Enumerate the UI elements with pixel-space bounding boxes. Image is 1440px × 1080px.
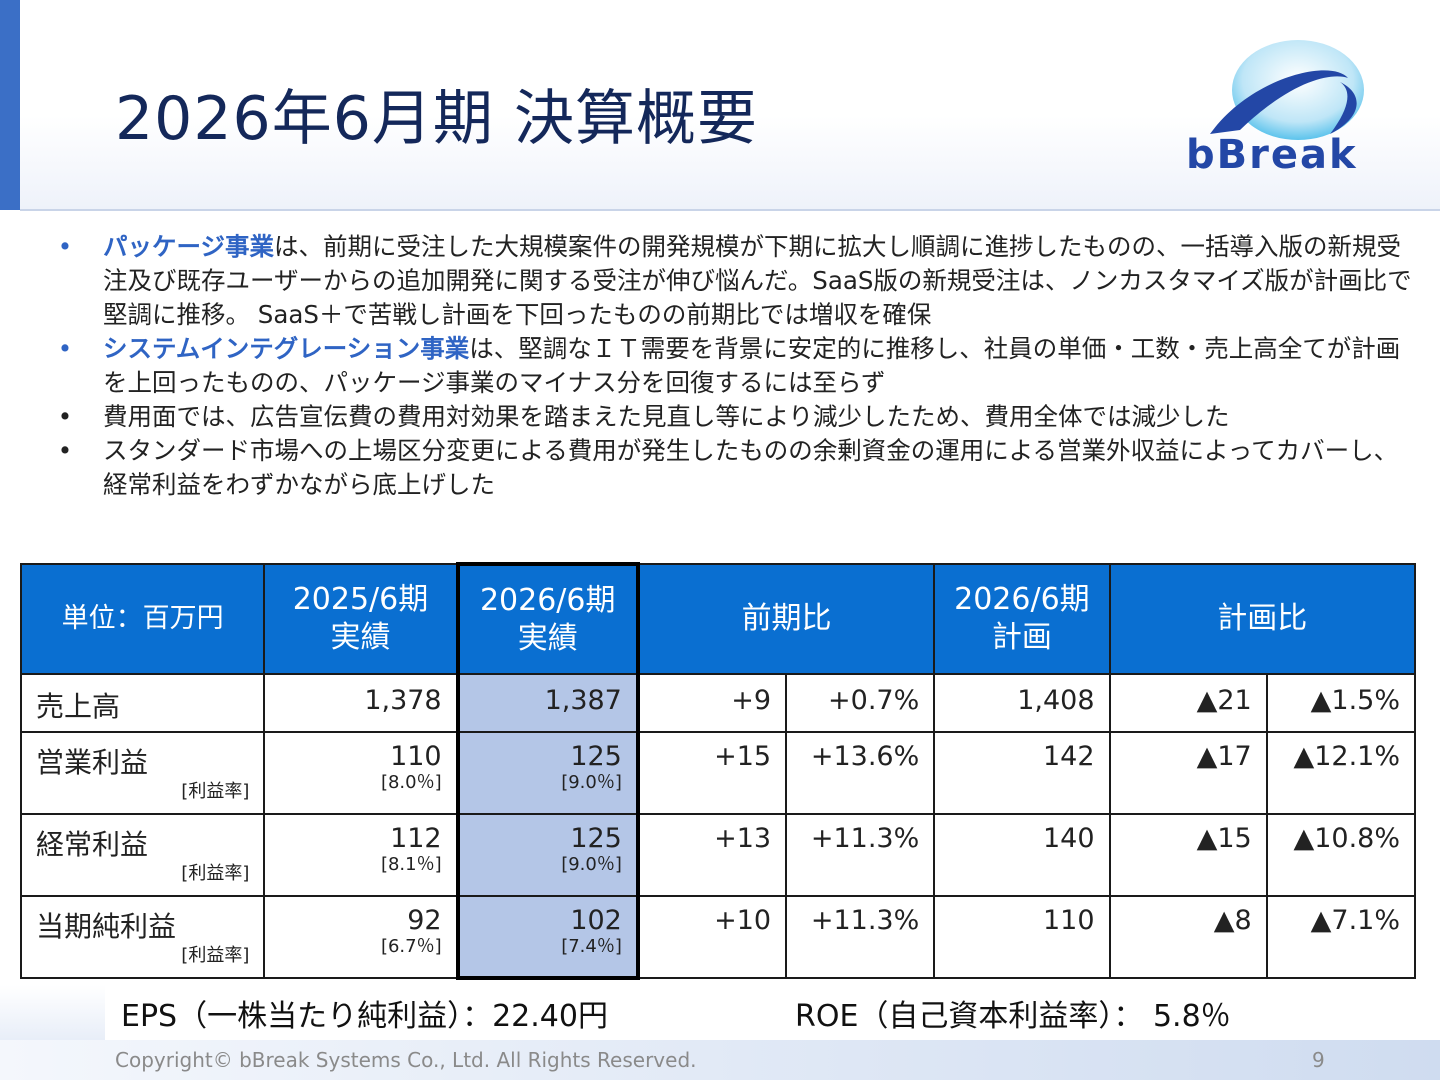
plan-value: 110 (933, 895, 1111, 979)
bullet-si: • システムインテグレーション事業は、堅調なＩＴ需要を背景に安定的に推移し、社員の… (55, 332, 1415, 400)
table-header-row: 単位：百万円 2025/6期 実績 2026/6期 実績 前期比 2026/6期 計画… (19, 562, 1417, 675)
current-value: 125 [9.0％] (455, 813, 640, 897)
bullet-text: スタンダード市場への上場区分変更による費用が発生したものの余剰資金の運用による営… (103, 436, 1399, 499)
summary-bullets: • パッケージ事業は、前期に受注した大規模案件の開発規模が下期に拡大し順調に進捗し… (55, 230, 1415, 502)
eps-metric: EPS（一株当たり純利益）：22.40円 (121, 999, 608, 1034)
current-value: 102 [7.4％] (455, 895, 640, 980)
key-metrics: EPS（一株当たり純利益）：22.40円 ROE（自己資本利益率）： 5.8％ (105, 985, 1440, 1040)
plan-value: 1,408 (933, 673, 1111, 733)
table-row: 営業利益 [利益率] 110 [8.0％] 125 [9.0％] +15 +13.6%… (19, 731, 1417, 815)
yoy-abs: +13 (636, 813, 788, 897)
plan-abs: ▲15 (1108, 813, 1268, 897)
margin-label: [利益率] (181, 945, 250, 966)
yoy-abs: +9 (636, 673, 788, 733)
plan-pct: ▲12.1% (1265, 731, 1417, 815)
prev-value: 92 [6.7％] (263, 895, 459, 979)
yoy-pct: +0.7% (785, 673, 936, 733)
bullet-text: は、堅調なＩＴ需要を背景に安定的に推移し、社員の単価・工数・売上高全てが計画を上… (103, 334, 1401, 397)
prev-value: 110 [8.0％] (263, 731, 459, 815)
bullet-dot-icon: • (57, 436, 73, 465)
plan-pct: ▲10.8% (1265, 813, 1417, 897)
footer: Copyright© bBreak Systems Co., Ltd. All … (0, 1040, 1440, 1080)
plan-pct: ▲1.5% (1265, 673, 1417, 733)
header-prev-actual: 2025/6期 実績 (263, 563, 459, 675)
page-number: 9 (1312, 1048, 1325, 1072)
yoy-abs: +15 (636, 731, 788, 815)
header-unit: 単位：百万円 (19, 563, 266, 675)
row-label: 当期純利益 [利益率] (19, 895, 266, 979)
table-row: 売上高 1,378 1,387 +9 +0.7% 1,408 ▲21 ▲1.5% (19, 673, 1417, 733)
table-row: 当期純利益 [利益率] 92 [6.7％] 102 [7.4％] +10 +11.3%… (19, 895, 1417, 980)
header-current-actual: 2026/6期 実績 (455, 562, 640, 675)
page-title: 2026年6月期 決算概要 (115, 84, 758, 154)
header-yoy: 前期比 (636, 563, 936, 675)
margin-label: [利益率] (181, 863, 250, 884)
yoy-abs: +10 (636, 895, 788, 979)
plan-pct: ▲7.1% (1265, 895, 1417, 979)
title-divider (20, 209, 1440, 211)
bullet-text: 費用面では、広告宣伝費の費用対効果を踏まえた見直し等により減少したため、費用全体… (103, 402, 1230, 431)
margin-label: [利益率] (181, 781, 250, 802)
plan-abs: ▲21 (1108, 673, 1268, 733)
row-label: 営業利益 [利益率] (19, 731, 266, 815)
bullet-nonop: • スタンダード市場への上場区分変更による費用が発生したものの余剰資金の運用による… (55, 434, 1415, 502)
plan-abs: ▲8 (1108, 895, 1268, 979)
bullet-highlight: パッケージ事業 (103, 232, 275, 261)
yoy-pct: +11.3% (785, 895, 936, 979)
bullet-dot-icon: • (57, 402, 73, 431)
row-label: 売上高 (19, 673, 266, 733)
yoy-pct: +11.3% (785, 813, 936, 897)
logo-wordmark: bBreak (1186, 132, 1358, 178)
bullet-text: は、前期に受注した大規模案件の開発規模が下期に拡大し順調に進捗したものの、一括導… (103, 232, 1412, 329)
title-band (20, 0, 1440, 210)
row-label: 経常利益 [利益率] (19, 813, 266, 897)
bullet-dot-icon: • (57, 232, 73, 261)
bullet-dot-icon: • (57, 334, 73, 363)
plan-value: 142 (933, 731, 1111, 815)
prev-value: 112 [8.1％] (263, 813, 459, 897)
header-plan: 2026/6期 計画 (933, 563, 1111, 675)
table-row: 経常利益 [利益率] 112 [8.1％] 125 [9.0％] +13 +11.3%… (19, 813, 1417, 897)
bbreak-logo-icon (1210, 40, 1364, 140)
bullet-highlight: システムインテグレーション事業 (103, 334, 470, 363)
bullet-cost: • 費用面では、広告宣伝費の費用対効果を踏まえた見直し等により減少したため、費用全… (55, 400, 1415, 434)
plan-abs: ▲17 (1108, 731, 1268, 815)
footer-fade (0, 985, 105, 1040)
prev-value: 1,378 (263, 673, 459, 733)
roe-metric: ROE（自己資本利益率）： 5.8％ (795, 999, 1231, 1034)
current-value: 1,387 (455, 673, 640, 733)
financial-summary-table: 単位：百万円 2025/6期 実績 2026/6期 実績 前期比 2026/6期 計画… (19, 562, 1417, 980)
copyright-text: Copyright© bBreak Systems Co., Ltd. All … (115, 1048, 697, 1072)
header-vs-plan: 計画比 (1108, 563, 1417, 675)
plan-value: 140 (933, 813, 1111, 897)
yoy-pct: +13.6% (785, 731, 936, 815)
current-value: 125 [9.0％] (455, 731, 640, 815)
left-accent-bar (0, 0, 20, 210)
bullet-package: • パッケージ事業は、前期に受注した大規模案件の開発規模が下期に拡大し順調に進捗し… (55, 230, 1415, 332)
